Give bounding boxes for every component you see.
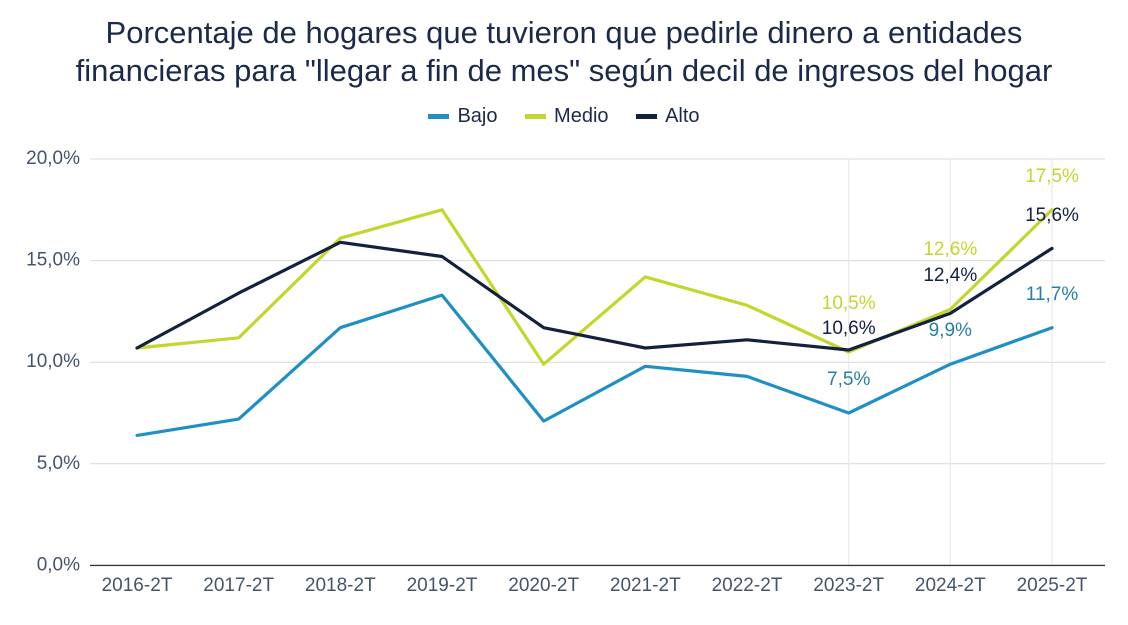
svg-text:10,5%: 10,5% [822,293,876,314]
svg-text:2019-2T: 2019-2T [407,575,478,596]
svg-text:2025-2T: 2025-2T [1017,575,1088,596]
svg-text:2022-2T: 2022-2T [712,575,783,596]
svg-text:7,5%: 7,5% [827,369,870,390]
svg-text:2020-2T: 2020-2T [508,575,579,596]
svg-text:2016-2T: 2016-2T [102,575,173,596]
svg-text:2017-2T: 2017-2T [203,575,274,596]
svg-text:2018-2T: 2018-2T [305,575,376,596]
svg-text:5,0%: 5,0% [37,453,80,474]
svg-text:12,4%: 12,4% [923,265,977,286]
svg-text:15,0%: 15,0% [26,250,80,271]
svg-text:2023-2T: 2023-2T [813,575,884,596]
svg-text:20,0%: 20,0% [26,148,80,169]
svg-text:17,5%: 17,5% [1025,166,1079,187]
svg-text:10,6%: 10,6% [822,318,876,339]
svg-text:10,0%: 10,0% [26,351,80,372]
svg-text:2021-2T: 2021-2T [610,575,681,596]
svg-text:12,6%: 12,6% [923,239,977,260]
svg-text:0,0%: 0,0% [37,554,80,575]
svg-text:2024-2T: 2024-2T [915,575,986,596]
svg-text:15,6%: 15,6% [1025,205,1079,226]
svg-text:11,7%: 11,7% [1026,284,1079,305]
svg-text:9,9%: 9,9% [929,320,972,341]
